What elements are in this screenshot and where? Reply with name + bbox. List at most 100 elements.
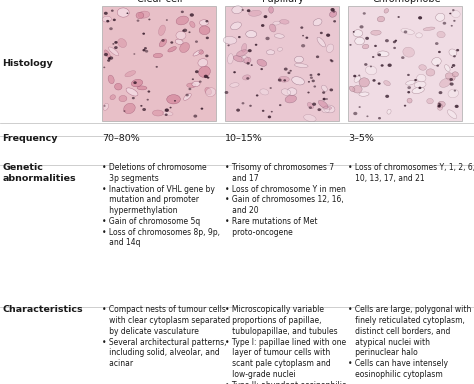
Circle shape — [174, 100, 176, 102]
Ellipse shape — [307, 103, 314, 109]
Circle shape — [370, 66, 372, 67]
Ellipse shape — [176, 16, 189, 25]
Ellipse shape — [445, 65, 450, 71]
Circle shape — [435, 42, 438, 45]
Ellipse shape — [447, 110, 457, 119]
Ellipse shape — [414, 81, 426, 88]
Circle shape — [323, 98, 326, 100]
Ellipse shape — [292, 77, 304, 85]
Circle shape — [104, 12, 108, 15]
Circle shape — [381, 64, 383, 67]
Ellipse shape — [119, 96, 127, 102]
Circle shape — [451, 66, 453, 68]
Circle shape — [199, 81, 201, 83]
Circle shape — [193, 114, 197, 118]
Ellipse shape — [136, 12, 144, 19]
Circle shape — [310, 76, 313, 79]
Circle shape — [398, 16, 400, 18]
Text: • Deletions of chromosome
   3p segments
• Inactivation of VHL gene by
   mutati: • Deletions of chromosome 3p segments • … — [102, 163, 220, 247]
Ellipse shape — [419, 65, 427, 70]
Ellipse shape — [244, 57, 251, 64]
Ellipse shape — [231, 22, 241, 30]
Circle shape — [144, 47, 147, 50]
Circle shape — [183, 29, 187, 32]
Circle shape — [318, 108, 321, 111]
Circle shape — [205, 20, 209, 22]
Circle shape — [394, 40, 397, 42]
Ellipse shape — [323, 106, 332, 110]
Circle shape — [393, 47, 396, 49]
Ellipse shape — [260, 89, 269, 95]
Text: Genetic
abnormalities: Genetic abnormalities — [2, 163, 76, 183]
Ellipse shape — [280, 20, 289, 24]
Circle shape — [363, 12, 366, 15]
Circle shape — [190, 13, 194, 17]
Circle shape — [311, 79, 315, 82]
Ellipse shape — [277, 48, 283, 51]
Ellipse shape — [153, 53, 163, 58]
Circle shape — [109, 56, 113, 60]
Circle shape — [358, 106, 361, 108]
Ellipse shape — [233, 56, 244, 62]
Circle shape — [316, 55, 319, 58]
Ellipse shape — [359, 92, 369, 96]
Text: • Cells are large, polygonal with
   finely reticulated cytoplasm,
   distinct c: • Cells are large, polygonal with finely… — [348, 305, 472, 379]
Ellipse shape — [387, 109, 391, 114]
Ellipse shape — [228, 54, 233, 64]
Circle shape — [236, 109, 240, 112]
Circle shape — [385, 39, 389, 42]
Circle shape — [374, 45, 377, 47]
Circle shape — [353, 31, 355, 33]
Circle shape — [127, 12, 128, 14]
Circle shape — [438, 103, 440, 104]
Circle shape — [271, 111, 273, 113]
Circle shape — [322, 91, 325, 94]
Ellipse shape — [138, 11, 150, 18]
Circle shape — [419, 87, 421, 89]
Ellipse shape — [353, 86, 362, 93]
Circle shape — [377, 53, 381, 56]
Circle shape — [454, 89, 456, 92]
Circle shape — [436, 65, 439, 67]
Ellipse shape — [362, 44, 369, 49]
Ellipse shape — [187, 83, 196, 88]
Ellipse shape — [205, 88, 211, 95]
Circle shape — [313, 85, 316, 88]
Ellipse shape — [193, 50, 202, 56]
Ellipse shape — [102, 16, 111, 22]
Ellipse shape — [317, 37, 326, 47]
Circle shape — [332, 10, 336, 13]
Ellipse shape — [266, 50, 274, 55]
Ellipse shape — [321, 85, 328, 91]
Ellipse shape — [403, 47, 414, 57]
Circle shape — [170, 41, 173, 44]
Ellipse shape — [448, 89, 458, 98]
Circle shape — [114, 46, 118, 49]
Ellipse shape — [159, 39, 167, 47]
Circle shape — [225, 91, 228, 94]
Circle shape — [418, 16, 422, 20]
Circle shape — [133, 81, 137, 84]
Circle shape — [302, 35, 304, 36]
Circle shape — [265, 37, 270, 40]
Circle shape — [372, 56, 374, 58]
Ellipse shape — [452, 11, 460, 18]
Circle shape — [195, 40, 198, 43]
Circle shape — [359, 25, 364, 28]
Circle shape — [287, 72, 291, 74]
Ellipse shape — [153, 110, 164, 116]
Circle shape — [349, 44, 352, 46]
Circle shape — [312, 103, 316, 106]
Circle shape — [104, 105, 106, 107]
Circle shape — [155, 66, 158, 68]
Circle shape — [309, 106, 312, 109]
Ellipse shape — [199, 50, 203, 54]
Circle shape — [109, 27, 113, 30]
Circle shape — [438, 105, 441, 108]
Circle shape — [451, 25, 453, 26]
Circle shape — [404, 105, 406, 107]
Ellipse shape — [175, 39, 183, 45]
Circle shape — [310, 74, 312, 76]
Circle shape — [353, 75, 356, 77]
Ellipse shape — [452, 72, 458, 77]
